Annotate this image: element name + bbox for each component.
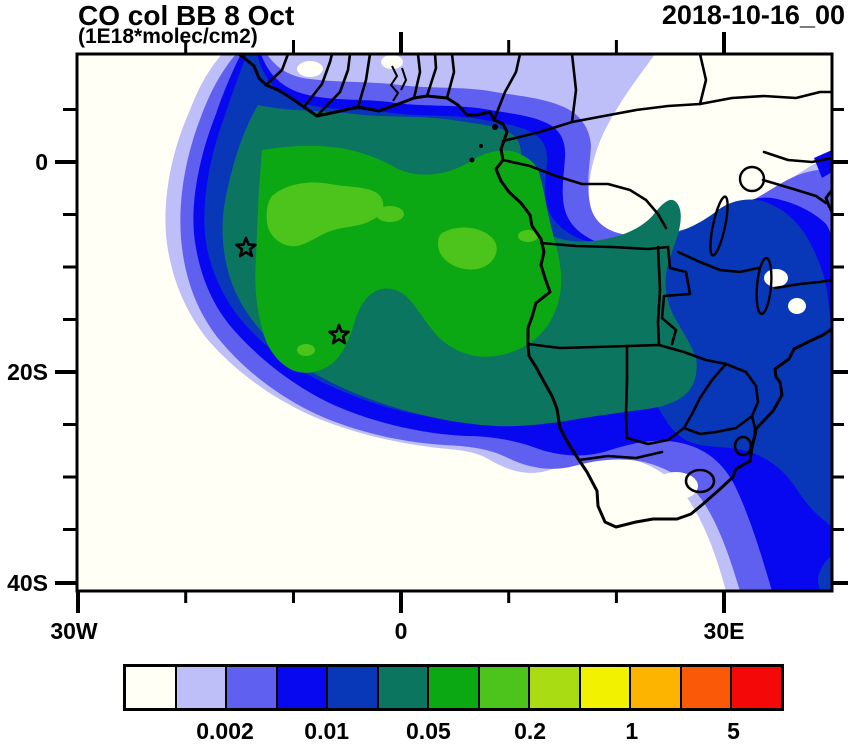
country-borders [264, 54, 832, 494]
border-cameroon-car [570, 54, 578, 124]
colorbar-swatch-3 [277, 667, 329, 708]
plot-frame [75, 52, 834, 593]
x-tick-label-0: 0 [394, 618, 408, 644]
island-bioko [492, 124, 498, 130]
colorbar-swatch-11 [681, 667, 733, 708]
colorbar-swatch-8 [530, 667, 581, 708]
island-principe [479, 144, 483, 148]
plot-units: (1E18*molec/cm2) [78, 25, 258, 48]
border-sahel-chain [501, 90, 832, 143]
lakes [709, 165, 773, 316]
border-uganda-kenya [762, 150, 832, 164]
contour-level-0p1-d [518, 230, 538, 242]
colorbar-swatch-7 [479, 667, 531, 708]
lake-tanganyika [709, 195, 729, 257]
white-gap-coast-2 [381, 55, 403, 69]
contour-level-0p1-b [438, 227, 497, 270]
colorbar-swatch-4 [328, 667, 379, 708]
star-marker-2 [328, 323, 350, 345]
white-gap-south [654, 472, 698, 500]
plot-timestamp: 2018-10-16_00 [661, 0, 845, 30]
colorbar-label-0.05: 0.05 [406, 718, 451, 744]
border-drc-zambia [660, 245, 692, 346]
colorbar-swatch-5 [378, 667, 430, 708]
colorbar-labels: 0.002 0.01 0.05 0.2 1 5 [0, 718, 850, 747]
colorbar-label-5: 5 [727, 718, 740, 744]
white-gap-malawi-1 [764, 269, 788, 287]
border-tanzania-zambia [676, 250, 760, 274]
lake-malawi [755, 256, 773, 316]
border-angola-namibia [526, 342, 661, 350]
y-tick-label-20s: 20S [7, 359, 48, 385]
border-namibia-south-africa [577, 450, 664, 462]
niger-delta-rivers [389, 65, 408, 102]
border-south-africa-zimbabwe [682, 414, 754, 436]
border-swaziland [733, 435, 753, 457]
colorbar-swatch-9 [580, 667, 632, 708]
map-small-features [389, 65, 498, 163]
border-cote-divoire-ghana [356, 54, 372, 109]
colorbar-swatch-0 [126, 667, 177, 708]
contour-layers [77, 54, 832, 591]
border-sierra-leone [302, 54, 334, 109]
contour-darkblue-edge-strip-1 [814, 440, 832, 526]
star-marker-1 [235, 236, 257, 258]
x-tick-label-30e: 30E [703, 618, 745, 644]
border-guinea [264, 54, 290, 87]
y-tick-label-40s: 40S [7, 570, 48, 596]
tick-marks [55, 32, 848, 613]
colorbar-swatch-12 [732, 667, 781, 708]
border-congo-drc [501, 158, 668, 230]
border-benin-nigeria [445, 54, 456, 100]
plot-title: CO col BB 8 Oct [78, 0, 295, 31]
border-lesotho [684, 468, 716, 494]
y-tick-label-0: 0 [35, 149, 48, 175]
border-drc-angola [539, 241, 670, 251]
colorbar-swatch-2 [227, 667, 278, 708]
colorbar [123, 664, 784, 711]
border-tanzania-kenya [761, 178, 828, 205]
star-markers [235, 236, 350, 345]
border-nigeria-cameroon [492, 54, 522, 122]
colorbar-swatch-10 [631, 667, 682, 708]
border-mozambique-south-africa [748, 414, 758, 463]
border-liberia [315, 54, 352, 118]
border-angola-zambia [656, 245, 662, 347]
border-botswana-zimbabwe [682, 362, 728, 430]
border-zambia-zimbabwe [657, 343, 748, 374]
contour-level-0p1-e [297, 344, 315, 356]
border-car-sudan [698, 54, 708, 106]
border-zimbabwe-mozambique [744, 370, 760, 418]
colorbar-label-0.2: 0.2 [514, 718, 547, 744]
colorbar-swatch-6 [429, 667, 480, 708]
border-botswana-south-africa [625, 426, 686, 446]
contour-darkblue-edge-strip-2 [818, 556, 832, 591]
colorbar-swatch-1 [176, 667, 228, 708]
border-ghana-togo [412, 54, 422, 100]
contour-level-0p1-a [266, 182, 384, 247]
white-gap-malawi-2 [788, 298, 806, 314]
island-sao-tome [469, 157, 475, 163]
border-mozambique-tanzania [773, 278, 832, 290]
border-togo-benin [425, 54, 438, 98]
colorbar-label-0.01: 0.01 [304, 718, 350, 744]
colorbar-label-1: 1 [625, 718, 639, 744]
x-tick-label-30w: 30W [50, 618, 98, 644]
border-namibia-botswana [624, 344, 629, 440]
contour-level-0p1-c [376, 206, 404, 222]
white-gap-coast-1 [297, 61, 323, 77]
colorbar-label-0.002: 0.002 [196, 718, 254, 744]
lake-victoria [738, 165, 766, 193]
contour-blue-corner-finger [814, 150, 832, 178]
